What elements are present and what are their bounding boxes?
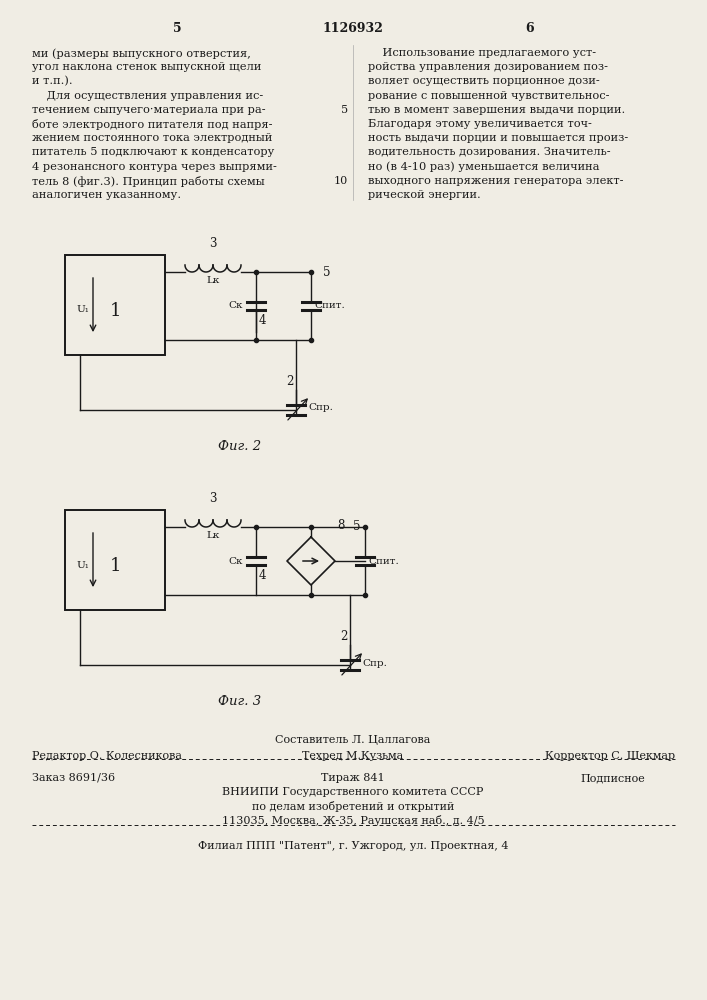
Text: Фиг. 2: Фиг. 2 — [218, 440, 262, 453]
Text: 5: 5 — [341, 105, 348, 115]
Text: 1: 1 — [110, 557, 121, 575]
Text: ройства управления дозированием поз-: ройства управления дозированием поз- — [368, 62, 608, 72]
Text: Заказ 8691/36: Заказ 8691/36 — [32, 773, 115, 783]
Text: рование с повышенной чувствительнос-: рование с повышенной чувствительнос- — [368, 91, 609, 101]
Text: ВНИИПИ Государственного комитета СССР: ВНИИПИ Государственного комитета СССР — [222, 787, 484, 797]
Text: 1126932: 1126932 — [322, 22, 383, 35]
Text: жением постоянного тока электродный: жением постоянного тока электродный — [32, 133, 272, 143]
Text: 4: 4 — [259, 569, 267, 582]
Text: Cпр.: Cпр. — [362, 658, 387, 668]
Text: тель 8 (фиг.3). Принцип работы схемы: тель 8 (фиг.3). Принцип работы схемы — [32, 176, 264, 187]
Text: по делам изобретений и открытий: по делам изобретений и открытий — [252, 801, 454, 812]
Text: Для осуществления управления ис-: Для осуществления управления ис- — [32, 91, 263, 101]
Text: Фиг. 3: Фиг. 3 — [218, 695, 262, 708]
Text: Cпр.: Cпр. — [308, 403, 333, 412]
Text: Подписное: Подписное — [580, 773, 645, 783]
Text: 4: 4 — [259, 314, 267, 327]
Text: Благодаря этому увеличивается точ-: Благодаря этому увеличивается точ- — [368, 119, 592, 129]
Text: Использование предлагаемого уст-: Использование предлагаемого уст- — [368, 48, 596, 58]
Text: 2: 2 — [286, 375, 294, 388]
Text: 8: 8 — [337, 519, 344, 532]
Text: боте электродного питателя под напря-: боте электродного питателя под напря- — [32, 119, 272, 130]
Text: U₁: U₁ — [76, 560, 89, 570]
Text: Техред М.Кузьма: Техред М.Кузьма — [303, 751, 404, 761]
Text: 3: 3 — [209, 237, 217, 250]
Bar — [65, 510, 165, 610]
Text: 113035, Москва, Ж-35, Раушская наб., д. 4/5: 113035, Москва, Ж-35, Раушская наб., д. … — [222, 815, 484, 826]
Text: питатель 5 подключают к конденсатору: питатель 5 подключают к конденсатору — [32, 147, 274, 157]
Text: и т.п.).: и т.п.). — [32, 76, 73, 87]
Text: тью в момент завершения выдачи порции.: тью в момент завершения выдачи порции. — [368, 105, 625, 115]
Text: Тираж 841: Тираж 841 — [321, 773, 385, 783]
Text: U₁: U₁ — [76, 306, 89, 314]
Text: Cк: Cк — [228, 302, 243, 310]
Text: ми (размеры выпускного отверстия,: ми (размеры выпускного отверстия, — [32, 48, 251, 59]
Text: воляет осуществить порционное дози-: воляет осуществить порционное дози- — [368, 76, 600, 86]
Text: Lк: Lк — [206, 531, 220, 540]
Text: 5: 5 — [323, 265, 330, 278]
Text: но (в 4-10 раз) уменьшается величина: но (в 4-10 раз) уменьшается величина — [368, 162, 600, 172]
Text: выходного напряжения генератора элект-: выходного напряжения генератора элект- — [368, 176, 624, 186]
Text: угол наклона стенок выпускной щели: угол наклона стенок выпускной щели — [32, 62, 262, 72]
Text: 2: 2 — [341, 630, 348, 643]
Text: Cпит.: Cпит. — [314, 302, 345, 310]
Text: Cк: Cк — [228, 556, 243, 566]
Text: Cпит.: Cпит. — [368, 556, 399, 566]
Text: Редактор О. Колесникова: Редактор О. Колесникова — [32, 751, 182, 761]
Text: 1: 1 — [110, 302, 121, 320]
Text: аналогичен указанному.: аналогичен указанному. — [32, 190, 181, 200]
Text: 6: 6 — [526, 22, 534, 35]
Text: течением сыпучего·материала при ра-: течением сыпучего·материала при ра- — [32, 105, 266, 115]
Text: Составитель Л. Цаллагова: Составитель Л. Цаллагова — [275, 735, 431, 745]
Text: 5: 5 — [173, 22, 181, 35]
Text: 4 резонансного контура через выпрями-: 4 резонансного контура через выпрями- — [32, 162, 277, 172]
Text: 5: 5 — [354, 520, 361, 534]
Bar — [65, 255, 165, 355]
Text: Корректор С. Шекмар: Корректор С. Шекмар — [545, 751, 675, 761]
Text: Lк: Lк — [206, 276, 220, 285]
Text: ность выдачи порции и повышается произ-: ность выдачи порции и повышается произ- — [368, 133, 629, 143]
Text: водительность дозирования. Значитель-: водительность дозирования. Значитель- — [368, 147, 611, 157]
Text: 10: 10 — [334, 176, 348, 186]
Text: Филиал ППП "Патент", г. Ужгород, ул. Проектная, 4: Филиал ППП "Патент", г. Ужгород, ул. Про… — [198, 841, 508, 851]
Text: 3: 3 — [209, 492, 217, 505]
Text: рической энергии.: рической энергии. — [368, 190, 481, 200]
